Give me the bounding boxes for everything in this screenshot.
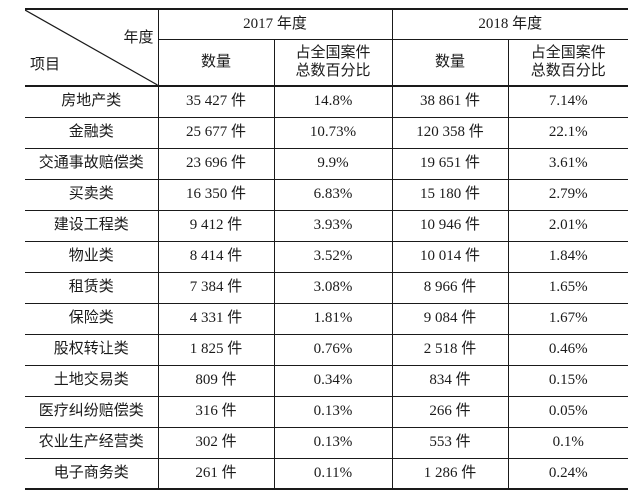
- pct-2018-cell: 0.15%: [507, 365, 629, 397]
- column-group-2017: 2017 年度: [157, 8, 393, 40]
- table-row: 建设工程类 9 412 件 3.93% 10 946 件 2.01%: [25, 210, 629, 242]
- pct-2017-cell: 6.83%: [273, 179, 393, 211]
- table-body: 房地产类 35 427 件 14.8% 38 861 件 7.14% 金融类 25 677 …: [25, 86, 629, 490]
- category-cell: 物业类: [25, 241, 158, 273]
- category-cell: 买卖类: [25, 179, 158, 211]
- qty-2018-cell: 9 084 件: [391, 303, 509, 335]
- pct-2017-cell: 3.08%: [273, 272, 393, 304]
- pct-2018-cell: 0.24%: [507, 458, 629, 490]
- category-cell: 租赁类: [25, 272, 158, 304]
- table-row: 交通事故赔偿类 23 696 件 9.9% 19 651 件 3.61%: [25, 148, 629, 180]
- pct-2018-cell: 1.84%: [507, 241, 629, 273]
- category-cell: 农业生产经营类: [25, 427, 158, 459]
- qty-2017-cell: 16 350 件: [157, 179, 274, 211]
- pct-2017-cell: 3.52%: [273, 241, 393, 273]
- qty-2017-cell: 809 件: [157, 365, 274, 397]
- category-cell: 电子商务类: [25, 458, 158, 490]
- pct-2018-cell: 0.05%: [507, 396, 629, 428]
- table-row: 租赁类 7 384 件 3.08% 8 966 件 1.65%: [25, 272, 629, 304]
- qty-header-2018: 数量: [391, 39, 509, 87]
- pct-2017-cell: 0.76%: [273, 334, 393, 366]
- qty-2017-cell: 8 414 件: [157, 241, 274, 273]
- category-cell: 保险类: [25, 303, 158, 335]
- column-group-2018: 2018 年度: [391, 8, 629, 40]
- qty-header-2017: 数量: [157, 39, 274, 87]
- pct-2017-cell: 0.13%: [273, 427, 393, 459]
- table-row: 电子商务类 261 件 0.11% 1 286 件 0.24%: [25, 458, 629, 490]
- pct-2018-cell: 22.1%: [507, 117, 629, 149]
- table-row: 金融类 25 677 件 10.73% 120 358 件 22.1%: [25, 117, 629, 149]
- pct-2017-cell: 0.13%: [273, 396, 393, 428]
- pct-header-2018-line2: 总数百分比: [530, 63, 606, 80]
- category-cell: 金融类: [25, 117, 158, 149]
- qty-2017-cell: 302 件: [157, 427, 274, 459]
- corner-item-label: 项目: [30, 57, 61, 74]
- pct-2018-cell: 7.14%: [507, 86, 629, 118]
- pct-2017-cell: 3.93%: [273, 210, 393, 242]
- pct-2017-cell: 10.73%: [273, 117, 393, 149]
- qty-2017-cell: 9 412 件: [157, 210, 274, 242]
- pct-2017-cell: 1.81%: [273, 303, 393, 335]
- category-cell: 房地产类: [25, 86, 158, 118]
- table-row: 房地产类 35 427 件 14.8% 38 861 件 7.14%: [25, 86, 629, 118]
- case-statistics-table-wrap: 年度 项目 2017 年度 2018 年度 数量 占全国案件 总数百分比 数量 …: [25, 8, 629, 490]
- corner-header-cell: 年度 项目: [25, 8, 158, 87]
- qty-2018-cell: 2 518 件: [391, 334, 509, 366]
- corner-year-label: 年度: [123, 30, 154, 46]
- qty-2018-cell: 553 件: [391, 427, 509, 459]
- qty-2018-cell: 15 180 件: [391, 179, 509, 211]
- qty-2018-cell: 8 966 件: [391, 272, 509, 304]
- qty-2017-cell: 25 677 件: [157, 117, 274, 149]
- qty-2017-cell: 4 331 件: [157, 303, 274, 335]
- pct-2018-cell: 0.1%: [507, 427, 629, 459]
- pct-header-2018-line1: 占全国案件: [530, 44, 606, 61]
- category-cell: 建设工程类: [25, 210, 158, 242]
- qty-2018-cell: 10 946 件: [391, 210, 509, 242]
- pct-2017-cell: 9.9%: [273, 148, 393, 180]
- qty-2018-cell: 120 358 件: [391, 117, 509, 149]
- pct-header-2018: 占全国案件 总数百分比: [507, 39, 629, 87]
- table-row: 物业类 8 414 件 3.52% 10 014 件 1.84%: [25, 241, 629, 273]
- pct-2018-cell: 3.61%: [507, 148, 629, 180]
- category-cell: 医疗纠纷赔偿类: [25, 396, 158, 428]
- pct-2018-cell: 1.67%: [507, 303, 629, 335]
- case-statistics-table: 年度 项目 2017 年度 2018 年度 数量 占全国案件 总数百分比 数量 …: [25, 8, 629, 490]
- pct-2018-cell: 2.79%: [507, 179, 629, 211]
- table-row: 保险类 4 331 件 1.81% 9 084 件 1.67%: [25, 303, 629, 335]
- pct-2017-cell: 14.8%: [273, 86, 393, 118]
- diagonal-divider-line: [25, 10, 158, 85]
- pct-header-2017-line2: 总数百分比: [295, 63, 371, 80]
- qty-2018-cell: 10 014 件: [391, 241, 509, 273]
- pct-2017-cell: 0.11%: [273, 458, 393, 490]
- qty-2017-cell: 1 825 件: [157, 334, 274, 366]
- table-row: 农业生产经营类 302 件 0.13% 553 件 0.1%: [25, 427, 629, 459]
- category-cell: 交通事故赔偿类: [25, 148, 158, 180]
- table-row: 医疗纠纷赔偿类 316 件 0.13% 266 件 0.05%: [25, 396, 629, 428]
- table-row: 买卖类 16 350 件 6.83% 15 180 件 2.79%: [25, 179, 629, 211]
- pct-2017-cell: 0.34%: [273, 365, 393, 397]
- pct-header-2017-line1: 占全国案件: [295, 44, 371, 61]
- pct-2018-cell: 0.46%: [507, 334, 629, 366]
- qty-2018-cell: 266 件: [391, 396, 509, 428]
- qty-2017-cell: 35 427 件: [157, 86, 274, 118]
- category-cell: 股权转让类: [25, 334, 158, 366]
- qty-2017-cell: 7 384 件: [157, 272, 274, 304]
- table-row: 股权转让类 1 825 件 0.76% 2 518 件 0.46%: [25, 334, 629, 366]
- qty-2017-cell: 316 件: [157, 396, 274, 428]
- table-row: 土地交易类 809 件 0.34% 834 件 0.15%: [25, 365, 629, 397]
- qty-2018-cell: 38 861 件: [391, 86, 509, 118]
- category-cell: 土地交易类: [25, 365, 158, 397]
- qty-2018-cell: 1 286 件: [391, 458, 509, 490]
- pct-2018-cell: 1.65%: [507, 272, 629, 304]
- pct-header-2017: 占全国案件 总数百分比: [273, 39, 393, 87]
- qty-2017-cell: 261 件: [157, 458, 274, 490]
- qty-2018-cell: 19 651 件: [391, 148, 509, 180]
- qty-2017-cell: 23 696 件: [157, 148, 274, 180]
- qty-2018-cell: 834 件: [391, 365, 509, 397]
- pct-2018-cell: 2.01%: [507, 210, 629, 242]
